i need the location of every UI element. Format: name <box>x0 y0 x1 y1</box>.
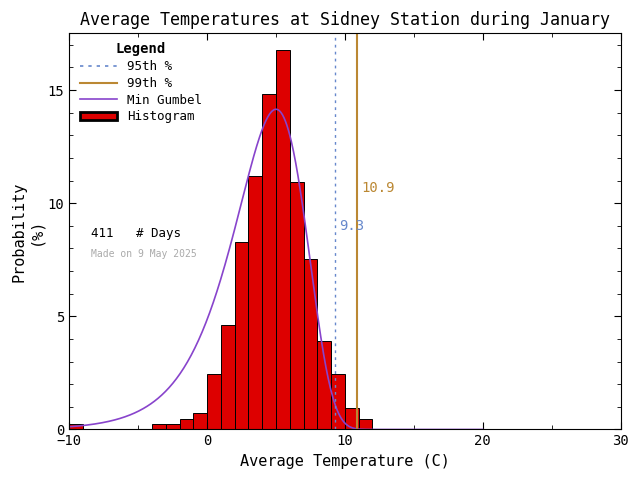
Bar <box>317 341 331 430</box>
Bar <box>180 419 193 430</box>
Legend: 95th %, 99th %, Min Gumbel, Histogram: 95th %, 99th %, Min Gumbel, Histogram <box>75 37 207 129</box>
Text: Made on 9 May 2025: Made on 9 May 2025 <box>92 249 197 259</box>
Bar <box>207 374 221 430</box>
Bar <box>235 242 248 430</box>
Bar <box>331 374 345 430</box>
Text: 9.3: 9.3 <box>339 219 365 233</box>
Title: Average Temperatures at Sidney Station during January: Average Temperatures at Sidney Station d… <box>80 11 610 29</box>
Bar <box>290 181 303 430</box>
Bar <box>166 424 180 430</box>
Bar <box>303 259 317 430</box>
Bar <box>193 413 207 430</box>
X-axis label: Average Temperature (C): Average Temperature (C) <box>240 454 450 469</box>
Bar <box>152 424 166 430</box>
Bar <box>248 176 262 430</box>
Bar <box>358 419 372 430</box>
Bar <box>345 408 358 430</box>
Text: 10.9: 10.9 <box>362 181 395 195</box>
Text: 411   # Days: 411 # Days <box>92 228 181 240</box>
Bar <box>276 49 290 430</box>
Y-axis label: Probability
(%): Probability (%) <box>11 181 44 282</box>
Bar <box>69 424 83 430</box>
Bar <box>221 325 235 430</box>
Bar <box>262 94 276 430</box>
